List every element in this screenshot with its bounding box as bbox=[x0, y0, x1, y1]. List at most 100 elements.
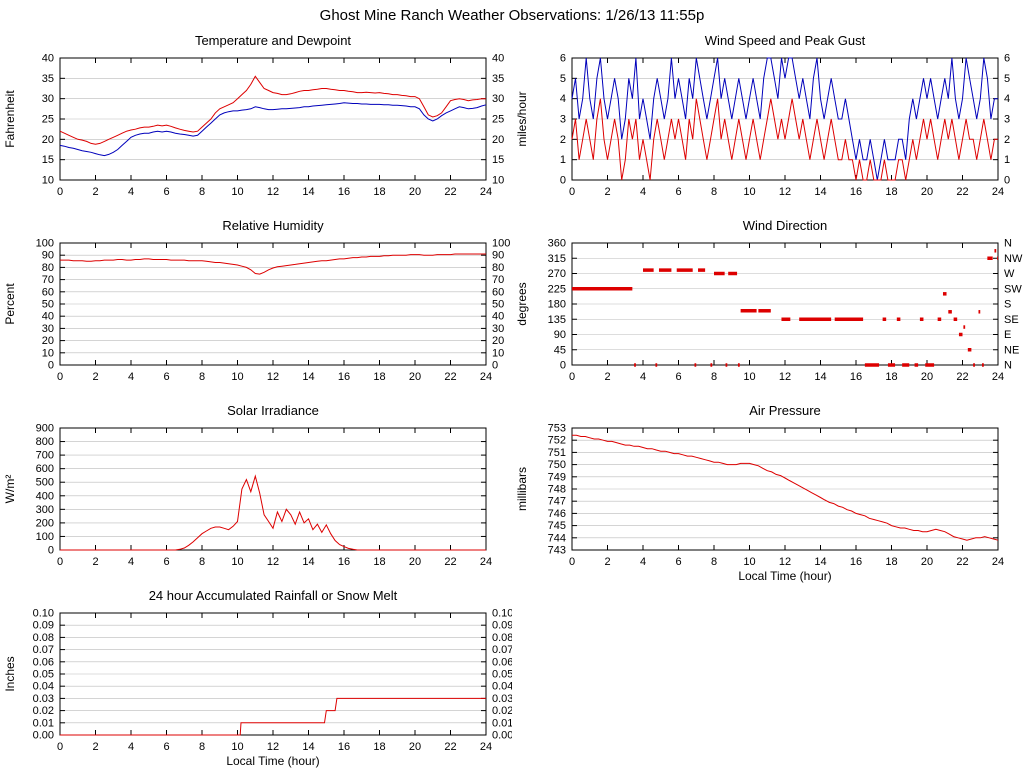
svg-text:2: 2 bbox=[92, 371, 98, 383]
svg-text:12: 12 bbox=[779, 371, 791, 383]
svg-text:2: 2 bbox=[92, 186, 98, 198]
svg-text:700: 700 bbox=[36, 450, 54, 462]
svg-text:degrees: degrees bbox=[515, 282, 529, 325]
svg-text:24: 24 bbox=[992, 371, 1004, 383]
svg-text:18: 18 bbox=[373, 741, 385, 753]
svg-text:0.06: 0.06 bbox=[492, 656, 512, 668]
svg-text:0: 0 bbox=[492, 360, 498, 372]
svg-text:14: 14 bbox=[302, 186, 314, 198]
chart-temperature-dewpoint: Temperature and Dewpoint Fahrenheit 10 10 15… bbox=[3, 33, 504, 198]
svg-text:60: 60 bbox=[492, 286, 504, 298]
svg-text:25: 25 bbox=[492, 114, 504, 126]
svg-text:751: 751 bbox=[548, 447, 566, 459]
svg-text:10: 10 bbox=[42, 347, 54, 359]
svg-text:8: 8 bbox=[199, 186, 205, 198]
svg-text:18: 18 bbox=[885, 556, 897, 568]
svg-text:15: 15 bbox=[492, 154, 504, 166]
svg-text:900: 900 bbox=[36, 423, 54, 435]
svg-text:35: 35 bbox=[492, 73, 504, 85]
svg-text:0.05: 0.05 bbox=[492, 669, 512, 681]
svg-text:22: 22 bbox=[444, 741, 456, 753]
svg-text:50: 50 bbox=[492, 299, 504, 311]
svg-text:8: 8 bbox=[199, 371, 205, 383]
svg-text:30: 30 bbox=[42, 323, 54, 335]
svg-text:0: 0 bbox=[57, 371, 63, 383]
svg-text:18: 18 bbox=[373, 186, 385, 198]
svg-text:0.09: 0.09 bbox=[492, 620, 512, 632]
svg-text:30: 30 bbox=[492, 93, 504, 105]
svg-text:746: 746 bbox=[548, 508, 566, 520]
chart-solar-irradiance: Solar IrradianceW/m²01002003004005006007… bbox=[3, 403, 492, 568]
svg-text:W: W bbox=[1004, 268, 1015, 280]
svg-text:4: 4 bbox=[640, 186, 646, 198]
svg-text:4: 4 bbox=[128, 186, 134, 198]
svg-text:25: 25 bbox=[42, 114, 54, 126]
svg-text:2: 2 bbox=[560, 134, 566, 146]
svg-text:200: 200 bbox=[36, 517, 54, 529]
svg-text:10: 10 bbox=[743, 371, 755, 383]
svg-text:0: 0 bbox=[560, 360, 566, 372]
svg-text:0.08: 0.08 bbox=[492, 632, 512, 644]
svg-text:Fahrenheit: Fahrenheit bbox=[3, 90, 17, 148]
svg-text:0.02: 0.02 bbox=[492, 705, 512, 717]
svg-text:10: 10 bbox=[743, 186, 755, 198]
svg-text:100: 100 bbox=[36, 238, 54, 250]
svg-text:6: 6 bbox=[675, 371, 681, 383]
svg-text:5: 5 bbox=[1004, 73, 1010, 85]
svg-text:16: 16 bbox=[338, 556, 350, 568]
svg-text:70: 70 bbox=[492, 274, 504, 286]
svg-text:20: 20 bbox=[42, 335, 54, 347]
chart-air-pressure: Air Pressuremillibars7437447457467477487… bbox=[515, 403, 1004, 583]
svg-text:2: 2 bbox=[1004, 134, 1010, 146]
svg-text:135: 135 bbox=[548, 314, 566, 326]
svg-text:745: 745 bbox=[548, 520, 566, 532]
svg-text:90: 90 bbox=[492, 250, 504, 262]
svg-text:12: 12 bbox=[779, 556, 791, 568]
svg-text:16: 16 bbox=[850, 186, 862, 198]
svg-text:Relative Humidity: Relative Humidity bbox=[222, 218, 324, 233]
svg-text:20: 20 bbox=[409, 741, 421, 753]
svg-text:22: 22 bbox=[956, 186, 968, 198]
svg-text:270: 270 bbox=[548, 268, 566, 280]
svg-text:225: 225 bbox=[548, 283, 566, 295]
svg-text:600: 600 bbox=[36, 463, 54, 475]
charts-grid: Temperature and Dewpoint Fahrenheit 10 10 15… bbox=[0, 28, 1024, 768]
svg-text:2: 2 bbox=[92, 556, 98, 568]
svg-text:6: 6 bbox=[163, 741, 169, 753]
svg-text:12: 12 bbox=[779, 186, 791, 198]
svg-text:6: 6 bbox=[675, 186, 681, 198]
svg-text:12: 12 bbox=[267, 556, 279, 568]
svg-text:45: 45 bbox=[554, 344, 566, 356]
svg-text:752: 752 bbox=[548, 435, 566, 447]
svg-text:SW: SW bbox=[1004, 283, 1022, 295]
svg-text:16: 16 bbox=[850, 371, 862, 383]
svg-text:0.01: 0.01 bbox=[492, 717, 512, 729]
svg-text:NW: NW bbox=[1004, 253, 1023, 265]
svg-text:E: E bbox=[1004, 329, 1011, 341]
svg-text:20: 20 bbox=[492, 335, 504, 347]
svg-text:0.10: 0.10 bbox=[492, 608, 512, 620]
svg-text:40: 40 bbox=[42, 311, 54, 323]
svg-text:70: 70 bbox=[42, 274, 54, 286]
svg-text:1: 1 bbox=[560, 154, 566, 166]
svg-text:20: 20 bbox=[921, 371, 933, 383]
svg-text:18: 18 bbox=[885, 186, 897, 198]
svg-text:Temperature and Dewpoint: Temperature and Dewpoint bbox=[195, 33, 351, 48]
svg-text:0.09: 0.09 bbox=[33, 620, 54, 632]
svg-text:500: 500 bbox=[36, 477, 54, 489]
svg-text:20: 20 bbox=[409, 186, 421, 198]
svg-text:24: 24 bbox=[992, 186, 1004, 198]
svg-text:14: 14 bbox=[302, 371, 314, 383]
svg-text:20: 20 bbox=[921, 186, 933, 198]
svg-text:24: 24 bbox=[480, 741, 492, 753]
svg-text:0: 0 bbox=[57, 186, 63, 198]
svg-text:6: 6 bbox=[560, 53, 566, 65]
svg-text:Wind Speed and Peak Gust: Wind Speed and Peak Gust bbox=[705, 33, 866, 48]
svg-text:4: 4 bbox=[128, 741, 134, 753]
svg-text:0.02: 0.02 bbox=[33, 705, 54, 717]
svg-text:15: 15 bbox=[42, 154, 54, 166]
svg-text:16: 16 bbox=[338, 741, 350, 753]
svg-text:0: 0 bbox=[48, 360, 54, 372]
svg-text:0.08: 0.08 bbox=[33, 632, 54, 644]
